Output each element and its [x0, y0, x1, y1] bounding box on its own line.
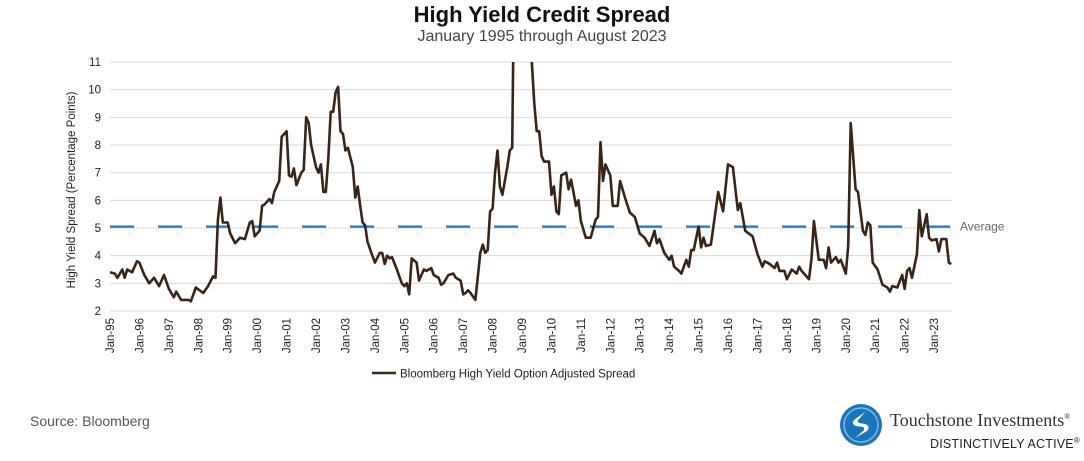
x-tick-label: Jan-14 — [664, 317, 676, 353]
y-tick-label: 10 — [88, 85, 101, 97]
touchstone-logo-icon — [840, 404, 882, 446]
y-tick-label: 7 — [95, 168, 101, 180]
x-tick-label: Jan-17 — [752, 318, 764, 353]
y-tick-label: 9 — [95, 112, 101, 124]
x-tick-label: Jan-19 — [811, 318, 823, 353]
series-line-hy-oas — [109, 62, 952, 303]
x-tick-label: Jan-96 — [134, 318, 146, 353]
gridlines — [110, 61, 952, 312]
y-tick-label: 11 — [89, 57, 101, 69]
y-tick-label: 5 — [95, 223, 101, 235]
legend: Bloomberg High Yield Option Adjusted Spr… — [372, 369, 635, 381]
x-tick-label: Jan-03 — [340, 318, 352, 353]
logo-tagline: DISTINCTIVELY ACTIVE — [930, 437, 1074, 452]
x-tick-label: Jan-00 — [252, 318, 264, 353]
x-tick-label: Jan-11 — [576, 318, 588, 352]
x-tick-label: Jan-98 — [193, 318, 205, 353]
x-tick-label: Jan-15 — [694, 318, 706, 353]
x-tick-label: Jan-01 — [282, 318, 294, 353]
y-tick-label: 4 — [95, 251, 102, 263]
x-tick-label: Jan-95 — [105, 318, 117, 353]
source-note: Source: Bloomberg — [30, 413, 150, 429]
y-tick-label: 6 — [95, 195, 101, 207]
legend-label: Bloomberg High Yield Option Adjusted Spr… — [400, 369, 635, 381]
x-tick-label: Jan-22 — [900, 318, 912, 353]
x-tick-label: Jan-18 — [782, 318, 794, 353]
x-tick-label: Jan-07 — [458, 318, 470, 353]
x-tick-label: Jan-97 — [164, 318, 176, 353]
x-tick-label: Jan-12 — [605, 318, 617, 353]
x-tick-label: Jan-08 — [488, 318, 500, 353]
x-tick-label: Jan-09 — [517, 318, 529, 353]
chart-title: High Yield Credit Spread — [413, 2, 671, 27]
chart-subtitle: January 1995 through August 2023 — [417, 28, 667, 45]
y-tick-label: 2 — [95, 306, 101, 318]
x-axis-ticks: Jan-95 Jan-96 Jan-97 Jan-98 Jan-99 Jan-00 Jan-… — [105, 317, 941, 353]
x-tick-label: Jan-04 — [370, 317, 382, 353]
y-axis-label: High Yield Spread (Percentage Points) — [66, 91, 78, 288]
logo-name: Touchstone Investments — [890, 410, 1065, 430]
touchstone-logo: Touchstone Investments® DISTINCTIVELY AC… — [838, 400, 1084, 456]
x-tick-label: Jan-02 — [311, 318, 323, 353]
x-tick-label: Jan-99 — [223, 318, 235, 353]
average-label: Average — [960, 220, 1005, 234]
x-tick-label: Jan-05 — [399, 318, 411, 353]
x-tick-label: Jan-21 — [870, 318, 882, 353]
x-tick-label: Jan-16 — [723, 318, 735, 353]
y-tick-label: 8 — [95, 140, 101, 152]
y-axis-ticks: 2 3 4 5 6 7 8 9 10 11 — [88, 57, 101, 318]
y-tick-label: 3 — [95, 278, 101, 290]
x-tick-label: Jan-13 — [635, 318, 647, 353]
x-tick-label: Jan-06 — [429, 318, 441, 353]
x-tick-label: Jan-23 — [929, 318, 941, 353]
x-tick-label: Jan-10 — [546, 318, 558, 353]
x-tick-label: Jan-20 — [841, 318, 853, 353]
